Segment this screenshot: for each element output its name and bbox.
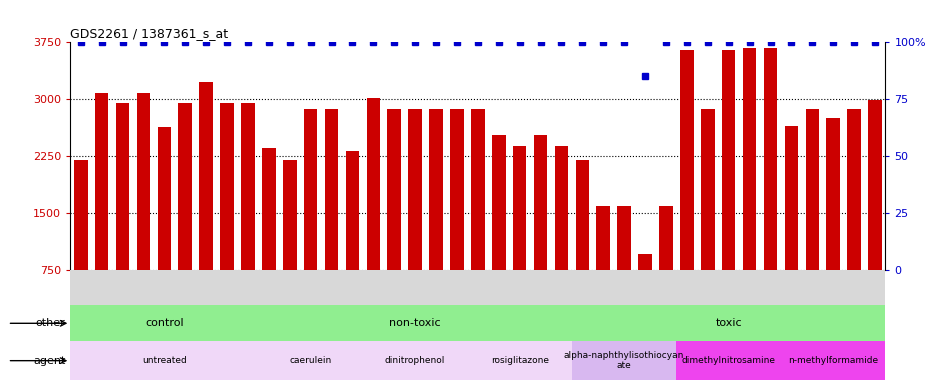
Bar [258, 341, 362, 380]
Bar [362, 341, 467, 380]
Bar [637, 254, 651, 270]
Bar [534, 135, 547, 270]
Bar [680, 50, 693, 270]
Text: alpha-naphthylisothiocyan
ate: alpha-naphthylisothiocyan ate [563, 351, 683, 370]
Bar [826, 118, 839, 270]
Bar [95, 93, 109, 270]
Text: untreated: untreated [142, 356, 186, 365]
Bar [388, 109, 401, 270]
Bar [596, 206, 609, 270]
Bar [491, 135, 505, 270]
Bar [429, 109, 443, 270]
Bar [262, 148, 275, 270]
Bar [575, 160, 589, 270]
Text: n-methylformamide: n-methylformamide [787, 356, 877, 365]
Bar [554, 146, 567, 270]
Bar [366, 98, 380, 270]
Bar [283, 160, 296, 270]
Text: agent: agent [33, 356, 66, 366]
Text: dinitrophenol: dinitrophenol [385, 356, 445, 365]
Text: non-toxic: non-toxic [389, 318, 441, 328]
Bar [617, 206, 630, 270]
Bar [742, 48, 755, 270]
Text: other: other [36, 318, 66, 328]
Bar [467, 341, 571, 380]
Bar [157, 127, 171, 270]
Text: rosiglitazone: rosiglitazone [490, 356, 548, 365]
Bar [345, 151, 358, 270]
Text: dimethylnitrosamine: dimethylnitrosamine [681, 356, 775, 365]
Bar [74, 160, 87, 270]
Bar [449, 109, 463, 270]
Bar [137, 93, 150, 270]
Bar [258, 305, 571, 341]
Bar [178, 103, 192, 270]
Bar [780, 341, 885, 380]
Bar [220, 103, 234, 270]
Bar [325, 109, 338, 270]
Bar [868, 100, 881, 270]
Bar [571, 341, 676, 380]
Bar [846, 109, 860, 270]
Text: caerulein: caerulein [289, 356, 331, 365]
Bar [783, 126, 797, 270]
Bar [763, 48, 777, 270]
Bar [721, 50, 735, 270]
Bar [700, 109, 714, 270]
Bar [303, 109, 317, 270]
Bar [116, 103, 129, 270]
Bar [70, 305, 258, 341]
Text: GDS2261 / 1387361_s_at: GDS2261 / 1387361_s_at [70, 26, 228, 40]
Bar [471, 109, 484, 270]
Bar [408, 109, 421, 270]
Bar [199, 83, 212, 270]
Bar [659, 206, 672, 270]
Text: control: control [145, 318, 183, 328]
Bar [805, 109, 818, 270]
Bar [676, 341, 780, 380]
Bar [571, 305, 885, 341]
Bar [70, 341, 258, 380]
Bar [241, 103, 255, 270]
Bar [512, 146, 526, 270]
Text: toxic: toxic [714, 318, 741, 328]
